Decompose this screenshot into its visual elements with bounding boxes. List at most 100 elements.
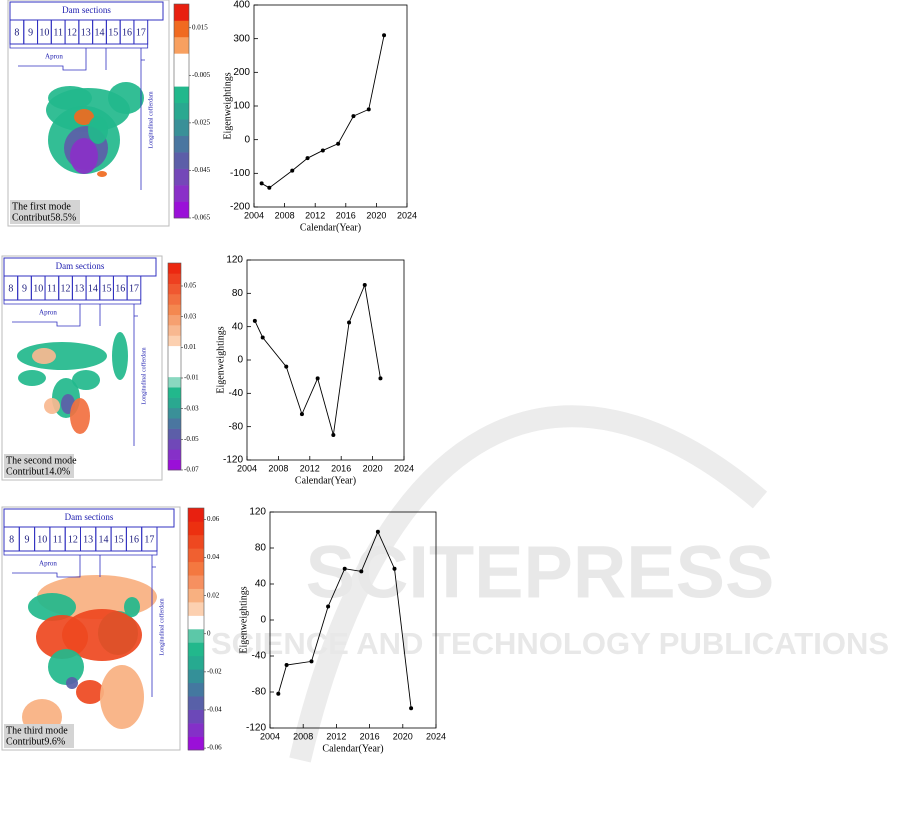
dam-section-label: 17	[129, 283, 139, 294]
colorbar-tick-label: -0.065	[192, 214, 211, 222]
dam-section-label: 8	[9, 534, 14, 545]
x-tick-label: 2020	[393, 731, 413, 741]
x-axis-label: Calendar(Year)	[322, 743, 383, 754]
y-tick-label: 120	[226, 255, 243, 266]
data-point	[336, 141, 341, 146]
dam-header: Dam sections	[65, 512, 114, 522]
x-tick-label: 2008	[293, 731, 313, 741]
colorbar-tick-label: -0.05	[184, 435, 199, 443]
dam-section-label: 12	[67, 27, 77, 38]
y-tick-label: 40	[255, 579, 267, 590]
colorbar-tick-label: 0.015	[192, 23, 208, 31]
data-point	[342, 566, 347, 571]
contour-region	[70, 398, 90, 434]
x-tick-label: 2004	[260, 731, 280, 741]
dam-outline	[3, 300, 142, 327]
dam-section-label: 13	[83, 534, 93, 545]
x-tick-label: 2024	[397, 210, 417, 220]
contour-region	[97, 171, 107, 177]
dam-section-label: 14	[98, 534, 108, 545]
y-tick-label: 0	[260, 615, 266, 626]
colorbar-segment	[174, 168, 189, 186]
dam-section-label: 11	[47, 283, 57, 294]
dam-section-label: 15	[102, 283, 112, 294]
contour-region	[72, 370, 100, 390]
colorbar-frame	[167, 262, 182, 471]
x-axis-label: Calendar(Year)	[295, 475, 356, 486]
contour-region	[17, 342, 107, 370]
dam-section-label: 12	[61, 283, 71, 294]
colorbar-segment	[174, 201, 189, 219]
colorbar-segment	[188, 696, 204, 710]
x-tick-label: 2008	[268, 463, 288, 473]
x-tick-label: 2012	[305, 210, 325, 220]
dam-section-cell	[141, 526, 158, 552]
y-tick-label: 100	[233, 101, 250, 112]
contour-region	[32, 348, 56, 364]
colorbar-segment	[168, 345, 181, 357]
colorbar-segment	[168, 449, 181, 460]
colorbar-tick-label: -0.005	[192, 71, 211, 79]
contour-region	[48, 649, 84, 685]
data-point	[351, 114, 356, 119]
dam-section-label: 10	[33, 283, 43, 294]
contour-region	[66, 677, 78, 689]
dam-section-label: 11	[53, 534, 63, 545]
colorbar-segment	[174, 119, 189, 136]
data-point	[267, 185, 272, 190]
data-point	[382, 33, 387, 38]
contribution-label: Contribut14.0%	[6, 466, 70, 477]
contribution-label: Contribut9.6%	[6, 736, 65, 747]
line-chart: -120 -80 -40 0 40 80 120 2004 2008 2012 2016 2020 20…	[238, 507, 446, 755]
dam-section-label: 8	[8, 283, 13, 294]
colorbar-segment	[188, 508, 204, 522]
colorbar-segment	[168, 438, 181, 450]
x-tick-label: 2016	[360, 731, 380, 741]
colorbar-segment	[188, 521, 204, 536]
y-tick-label: 0	[244, 134, 250, 145]
contour-region	[28, 593, 76, 621]
y-axis-label: Eigenweightings	[215, 326, 226, 393]
contour-region	[124, 597, 140, 617]
colorbar-segment	[168, 335, 181, 347]
x-tick-label: 2012	[300, 463, 320, 473]
data-point	[366, 107, 371, 112]
colorbar-segment	[168, 418, 181, 429]
data-point	[290, 168, 295, 173]
y-tick-label: 400	[233, 0, 250, 11]
colorbar-segment	[168, 263, 181, 274]
contour-region	[76, 680, 104, 704]
watermark-title: SCITEPRESS	[306, 531, 775, 614]
cofferdam-label: Longitudinal cofferdam	[140, 347, 147, 404]
contour-region	[88, 116, 108, 144]
data-point	[252, 318, 257, 323]
colorbar-tick-label: -0.01	[184, 374, 199, 382]
colorbar-tick-label: 0.06	[207, 515, 220, 523]
mode-label: The third mode	[6, 725, 68, 736]
dam-section-label: 13	[81, 27, 91, 38]
cofferdam-label: Longitudinal cofferdam	[158, 598, 165, 655]
colorbar-tick-label: -0.025	[192, 118, 211, 126]
y-tick-label: -40	[229, 388, 244, 399]
y-tick-label: -100	[230, 168, 250, 179]
dam-section-label: 15	[114, 534, 124, 545]
dam-section-label: 12	[68, 534, 78, 545]
colorbar-frame	[173, 3, 190, 219]
y-tick-label: -120	[246, 723, 266, 734]
data-point	[392, 566, 397, 571]
colorbar-tick-label: -0.03	[184, 404, 199, 412]
colorbar-tick-label: -0.045	[192, 166, 211, 174]
y-tick-label: 120	[249, 507, 266, 518]
mode-label-bg	[4, 724, 74, 748]
colorbar-segment	[174, 20, 189, 38]
data-point	[284, 663, 289, 667]
data-point	[284, 364, 289, 369]
colorbar-tick-label: 0.03	[184, 312, 197, 320]
dam-section-label: 9	[22, 283, 27, 294]
cofferdam-line	[140, 48, 145, 190]
colorbar-segment	[168, 459, 181, 471]
colorbar-segment	[174, 86, 189, 104]
y-tick-label: -80	[229, 421, 244, 432]
y-tick-label: 0	[237, 355, 243, 366]
colorbar-segment	[168, 397, 181, 409]
